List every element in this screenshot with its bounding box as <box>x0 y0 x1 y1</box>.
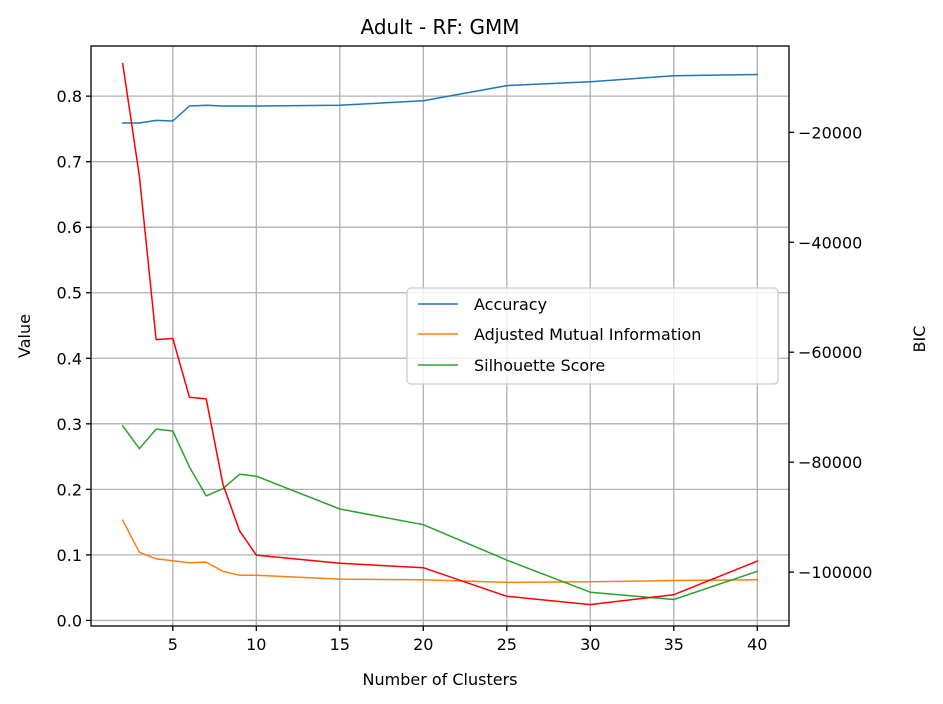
y-tick-label: 0.6 <box>57 218 82 237</box>
legend-entry-accuracy: Accuracy <box>474 295 547 314</box>
x-tick-label: 10 <box>246 635 266 654</box>
y2-tick-label: −80000 <box>798 453 862 472</box>
y-axis-left: 0.0 0.1 0.2 0.3 0.4 0.5 0.6 0.7 0.8 <box>57 87 91 630</box>
y-tick-label: 0.3 <box>57 415 82 434</box>
y2-tick-label: −40000 <box>798 233 862 252</box>
y-tick-label: 0.2 <box>57 480 82 499</box>
x-axis: 5 10 15 20 25 30 35 40 <box>168 626 767 654</box>
y-axis-right: −100000 −80000 −60000 −40000 −20000 <box>789 123 872 582</box>
legend-entry-ami: Adjusted Mutual Information <box>474 325 701 344</box>
x-axis-label: Number of Clusters <box>363 670 518 689</box>
y-axis-label: Value <box>15 314 34 358</box>
x-tick-label: 40 <box>747 635 767 654</box>
x-tick-label: 15 <box>330 635 350 654</box>
series-line-bic <box>121 62 759 606</box>
y2-tick-label: −60000 <box>798 343 862 362</box>
x-tick-label: 5 <box>168 635 178 654</box>
y-tick-label: 0.5 <box>57 284 82 303</box>
legend-box <box>406 287 779 385</box>
x-tick-label: 30 <box>580 635 600 654</box>
series-line-accuracy <box>121 73 759 124</box>
y2-tick-label: −100000 <box>798 563 872 582</box>
legend-entry-silhouette: Silhouette Score <box>474 356 605 375</box>
series-line-silhouette-score <box>121 424 759 601</box>
y-tick-label: 0.4 <box>57 349 82 368</box>
x-tick-label: 35 <box>664 635 684 654</box>
y-tick-label: 0.7 <box>57 153 82 172</box>
y-tick-label: 0.0 <box>57 611 82 630</box>
x-tick-label: 25 <box>497 635 517 654</box>
y-tick-label: 0.8 <box>57 87 82 106</box>
series-layer <box>121 62 759 606</box>
y2-tick-label: −20000 <box>798 123 862 142</box>
legend: Accuracy Adjusted Mutual Information Sil… <box>406 287 779 385</box>
x-tick-label: 20 <box>413 635 433 654</box>
plot-frame <box>90 45 790 627</box>
y2-axis-label: BIC <box>910 326 929 353</box>
chart-title: Adult - RF: GMM <box>361 15 520 39</box>
y-tick-label: 0.1 <box>57 546 82 565</box>
